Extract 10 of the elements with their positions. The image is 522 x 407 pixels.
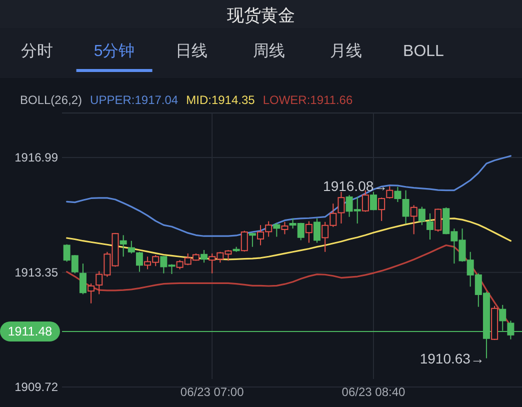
annotation: 1910.63→: [420, 350, 484, 366]
y-tick-label: 1916.99: [14, 150, 58, 165]
y-tick-label: 1909.72: [14, 380, 58, 394]
x-tick-label: 06/23 08:40: [342, 385, 406, 399]
y-tick-label: 1913.35: [14, 265, 58, 280]
ref-line-label: 1911.48: [8, 324, 52, 338]
x-tick-label: 06/23 07:00: [180, 385, 244, 399]
title: 现货黄金: [227, 6, 295, 25]
annotation: 1916.08→: [323, 178, 388, 194]
legend: BOLL(26,2) UPPER:1917.04 MID:1914.35 LOWER:1911.66: [20, 93, 353, 107]
